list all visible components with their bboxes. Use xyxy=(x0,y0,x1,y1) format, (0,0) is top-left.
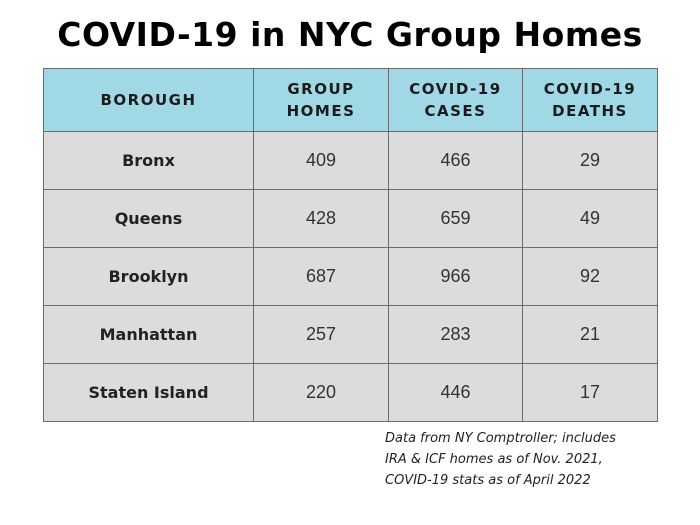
table-row: Bronx 409 466 29 xyxy=(43,131,658,190)
covid-group-homes-table: BOROUGH GROUP HOMES COVID-19 CASES COVID… xyxy=(43,68,658,422)
column-header-group-homes-line1: GROUP xyxy=(287,79,355,98)
borough-cell: Staten Island xyxy=(43,363,254,422)
table-row: Queens 428 659 49 xyxy=(43,189,658,248)
source-note-line2: IRA & ICF homes as of Nov. 2021, xyxy=(385,452,603,467)
source-note-line3: COVID-19 stats as of April 2022 xyxy=(385,473,591,488)
deaths-cell: 29 xyxy=(522,131,658,190)
group-homes-cell: 687 xyxy=(253,247,389,306)
borough-cell: Bronx xyxy=(43,131,254,190)
table-row: Brooklyn 687 966 92 xyxy=(43,247,658,306)
column-header-borough: BOROUGH xyxy=(43,68,254,132)
table-row: Staten Island 220 446 17 xyxy=(43,363,658,422)
table-row: Manhattan 257 283 21 xyxy=(43,305,658,364)
deaths-cell: 92 xyxy=(522,247,658,306)
group-homes-cell: 409 xyxy=(253,131,389,190)
column-header-borough-label: BOROUGH xyxy=(100,90,197,109)
column-header-cases: COVID-19 CASES xyxy=(388,68,523,132)
borough-cell: Manhattan xyxy=(43,305,254,364)
column-header-deaths-line2: DEATHS xyxy=(552,102,628,120)
deaths-cell: 49 xyxy=(522,189,658,248)
source-note: Data from NY Comptroller; includes IRA &… xyxy=(385,428,663,491)
cases-cell: 659 xyxy=(388,189,523,248)
cases-cell: 446 xyxy=(388,363,523,422)
group-homes-cell: 428 xyxy=(253,189,389,248)
column-header-cases-line1: COVID-19 xyxy=(409,79,502,98)
cases-cell: 466 xyxy=(388,131,523,190)
column-header-cases-line2: CASES xyxy=(424,102,487,120)
column-header-group-homes: GROUP HOMES xyxy=(253,68,389,132)
cases-cell: 283 xyxy=(388,305,523,364)
borough-cell: Brooklyn xyxy=(43,247,254,306)
group-homes-cell: 257 xyxy=(253,305,389,364)
cases-cell: 966 xyxy=(388,247,523,306)
deaths-cell: 21 xyxy=(522,305,658,364)
page-title: COVID-19 in NYC Group Homes xyxy=(57,15,643,54)
column-header-group-homes-line2: HOMES xyxy=(286,102,356,120)
column-header-deaths: COVID-19 DEATHS xyxy=(522,68,658,132)
table-header-row: BOROUGH GROUP HOMES COVID-19 CASES COVID… xyxy=(43,68,658,132)
group-homes-cell: 220 xyxy=(253,363,389,422)
borough-cell: Queens xyxy=(43,189,254,248)
deaths-cell: 17 xyxy=(522,363,658,422)
column-header-deaths-line1: COVID-19 xyxy=(543,79,637,98)
source-note-line1: Data from NY Comptroller; includes xyxy=(385,431,616,446)
